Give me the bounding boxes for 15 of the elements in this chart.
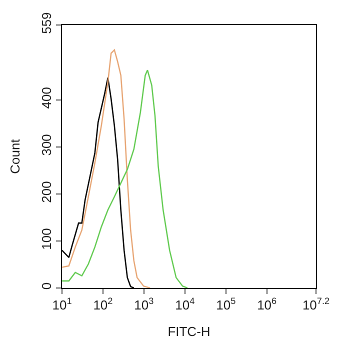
x-tick-label: 10$^{2}$ (93, 296, 113, 313)
x-tick-label: 10$^{3}$ (134, 296, 154, 313)
y-axis-title: Count (8, 138, 23, 174)
x-tick-label: 10$^{4}$ (175, 296, 195, 313)
x-axis-title: FITC-H (168, 324, 210, 340)
x-tick-label: 10$^{1}$ (52, 296, 72, 313)
y-tick-label: 559 (38, 12, 54, 34)
x-tick-label: 10$^{6}$ (257, 296, 277, 313)
y-tick-label: 0 (38, 282, 54, 290)
y-tick-label: 400 (38, 87, 54, 109)
x-tick-label: 10$^{7.2}$ (302, 296, 330, 313)
y-tick-label: 100 (38, 228, 54, 250)
y-tick-label: 200 (38, 181, 54, 203)
y-tick-label: 300 (38, 134, 54, 156)
x-tick-label: 10$^{5}$ (216, 296, 236, 313)
